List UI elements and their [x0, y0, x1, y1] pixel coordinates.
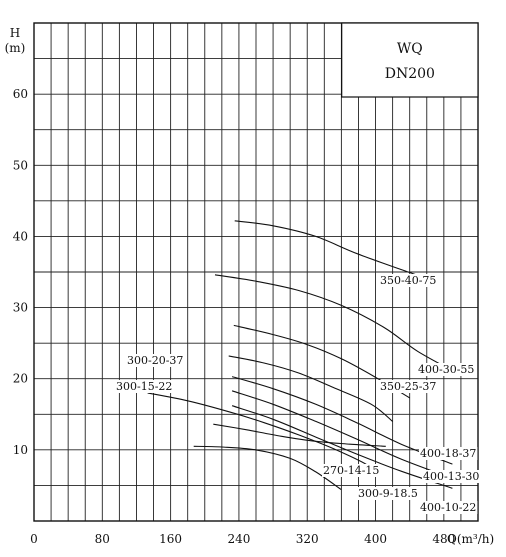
curve-300-15-22 [147, 392, 376, 475]
curve-label-400-13-30: 400-13-30 [423, 470, 479, 483]
y-tick-label: 10 [13, 443, 28, 457]
x-tick-label: 160 [159, 532, 182, 546]
grid [34, 23, 478, 521]
x-tick-labels: 0 80 160 240 320 400 480 [30, 532, 455, 546]
curve-label-400-18-37: 400-18-37 [420, 447, 476, 460]
y-tick-label: 40 [13, 229, 28, 243]
x-tick-label: 240 [227, 532, 250, 546]
curve-labels: 350-40-75 400-30-55 350-25-37 300-20-37 400-… [115, 274, 481, 514]
plot-frame [33, 22, 479, 522]
curve-400-30-55 [214, 274, 462, 376]
curve-label-350-25-37: 350-25-37 [380, 380, 436, 393]
y-tick-label: 60 [13, 87, 28, 101]
curve-label-300-9-18-5: 300-9-18.5 [358, 487, 418, 500]
x-tick-label: 320 [296, 532, 319, 546]
x-tick-label: 0 [30, 532, 38, 546]
x-tick-label: 480 [432, 532, 455, 546]
curve-300-9-18-5 [193, 445, 342, 491]
curve-label-backing [417, 363, 476, 376]
curve-label-270-14-15: 270-14-15 [323, 464, 379, 477]
curve-label-backing [419, 501, 478, 514]
curve-400-10-22 [231, 405, 453, 489]
curve-label-350-40-75: 350-40-75 [380, 274, 436, 287]
curve-label-backing [379, 380, 438, 393]
curve-label-backing [357, 487, 419, 500]
curve-label-backing [379, 274, 438, 287]
curve-label-400-30-55: 400-30-55 [418, 363, 474, 376]
curve-270-14-15 [213, 423, 386, 447]
y-axis-unit: (m) [5, 41, 26, 55]
curve-350-25-37 [233, 324, 410, 399]
curve-label-400-10-22: 400-10-22 [420, 501, 476, 514]
chart-title-line-1: WQ [397, 41, 423, 57]
y-tick-labels: 10 20 30 40 50 60 [13, 87, 28, 457]
curve-label-backing [126, 354, 185, 367]
curve-label-300-15-22: 300-15-22 [116, 380, 172, 393]
x-axis-label: Q(m³/h) [447, 532, 494, 546]
pump-curves [147, 220, 462, 491]
y-tick-label: 50 [13, 158, 28, 172]
x-tick-label: 80 [95, 532, 110, 546]
curve-300-20-37 [228, 355, 393, 422]
x-tick-label: 400 [364, 532, 387, 546]
title-box: WQ DN200 [341, 22, 479, 98]
curve-label-backing [422, 470, 481, 483]
chart-title-line-2: DN200 [385, 66, 435, 82]
curve-label-backing [419, 447, 478, 460]
curve-label-backing [115, 380, 174, 393]
curve-400-13-30 [231, 390, 453, 479]
curve-350-40-75 [234, 220, 419, 277]
curve-label-300-20-37: 300-20-37 [127, 354, 183, 367]
y-tick-label: 30 [13, 301, 28, 315]
curve-label-backing [322, 464, 381, 477]
y-tick-label: 20 [13, 372, 28, 386]
curve-400-18-37 [231, 376, 453, 465]
y-axis-label: H [10, 26, 20, 40]
